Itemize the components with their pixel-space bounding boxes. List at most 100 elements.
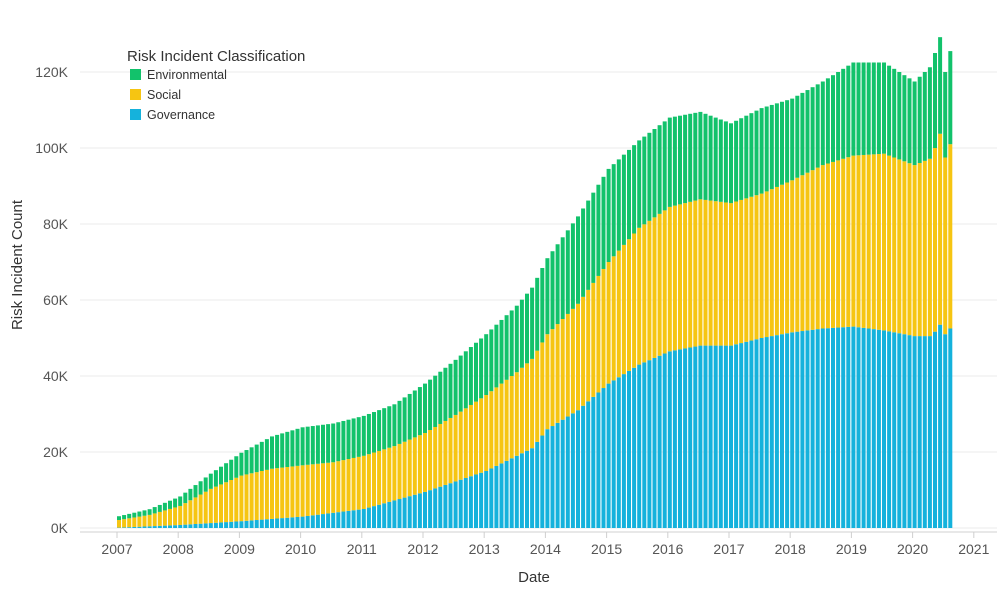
x-tick-label: 2008: [163, 541, 194, 557]
bar-environmental: [234, 456, 239, 478]
bar-environmental: [708, 115, 713, 201]
bar-stack: [407, 393, 412, 528]
bar-governance: [672, 350, 677, 528]
bar-governance: [790, 332, 795, 528]
bar-governance: [795, 331, 800, 528]
bar-governance: [147, 526, 152, 528]
bar-social: [586, 289, 591, 402]
bar-governance: [525, 450, 529, 528]
bar-social: [270, 468, 274, 519]
bar-governance: [749, 340, 754, 528]
y-tick-label: 100K: [35, 140, 68, 156]
bar-social: [244, 474, 249, 521]
bar-social: [412, 437, 417, 495]
bar-environmental: [907, 78, 912, 164]
bar-social: [142, 515, 147, 527]
bar-stack: [137, 511, 142, 528]
bar-stack: [514, 305, 519, 528]
bar-stack: [423, 383, 427, 528]
bar-stack: [285, 431, 290, 528]
bar-stack: [254, 444, 259, 528]
bar-governance: [820, 328, 825, 528]
bar-social: [489, 391, 494, 469]
bar-social: [759, 193, 764, 338]
bar-stack: [938, 37, 943, 528]
bar-environmental: [749, 113, 754, 197]
bar-social: [132, 517, 137, 527]
bar-social: [259, 471, 264, 520]
bar-stack: [305, 426, 310, 528]
bar-social: [861, 154, 866, 328]
bar-environmental: [627, 149, 631, 240]
bar-stack: [759, 108, 764, 528]
bar-stack: [188, 488, 193, 528]
x-tick-label: 2017: [713, 541, 744, 557]
bar-environmental: [438, 371, 443, 424]
legend-swatch-social: [130, 89, 141, 100]
bar-stack: [479, 338, 484, 528]
bar-governance: [606, 383, 611, 528]
bar-social: [938, 133, 943, 325]
bar-social: [509, 376, 514, 459]
bar-social: [780, 184, 784, 335]
bar-stack: [336, 422, 341, 528]
bar-social: [647, 220, 652, 361]
bar-social: [229, 479, 234, 522]
bar-stack: [499, 319, 504, 528]
bar-environmental: [514, 305, 519, 373]
bar-environmental: [178, 496, 183, 506]
bar-environmental: [672, 116, 677, 206]
bar-governance: [229, 521, 234, 528]
bar-governance: [178, 524, 183, 528]
bar-stack: [698, 111, 703, 528]
bar-stack: [841, 68, 846, 528]
bar-governance: [402, 497, 407, 528]
bar-stack: [412, 390, 417, 528]
bar-environmental: [219, 466, 223, 485]
bar-environmental: [601, 176, 606, 269]
bar-stack: [244, 450, 249, 528]
bar-stack: [734, 120, 739, 528]
bar-stack: [540, 268, 545, 528]
bar-environmental: [882, 62, 886, 154]
bar-governance: [683, 348, 688, 528]
bar-environmental: [723, 121, 728, 203]
bar-social: [326, 462, 331, 514]
bar-stack: [851, 62, 856, 528]
bar-social: [188, 500, 193, 525]
bar-governance: [841, 327, 846, 528]
bar-stack: [275, 434, 280, 528]
bar-environmental: [550, 251, 555, 330]
bar-social: [907, 163, 912, 336]
bar-environmental: [917, 76, 922, 163]
bar-social: [423, 433, 427, 492]
bar-environmental: [871, 62, 876, 155]
legend-label-environmental: Environmental: [147, 68, 227, 82]
bar-social: [846, 157, 851, 327]
bar-governance: [397, 499, 402, 528]
bar-environmental: [392, 404, 397, 447]
bar-governance: [785, 333, 790, 528]
bar-governance: [836, 327, 841, 528]
bar-social: [346, 459, 351, 511]
bar-stack: [754, 110, 759, 528]
bar-governance: [657, 355, 662, 528]
bar-environmental: [764, 106, 769, 192]
bar-stack: [351, 418, 356, 528]
bar-social: [616, 250, 621, 378]
bar-social: [560, 319, 565, 420]
bar-environmental: [642, 136, 647, 225]
bar-stack: [183, 492, 188, 528]
bar-social: [494, 387, 499, 466]
bar-stack: [132, 512, 137, 528]
bar-environmental: [693, 112, 698, 201]
bar-governance: [581, 405, 586, 528]
bar-environmental: [484, 334, 489, 395]
bar-social: [943, 157, 948, 335]
bar-governance: [208, 523, 213, 528]
bar-social: [137, 516, 142, 527]
bar-social: [729, 203, 733, 346]
bar-stack: [295, 428, 300, 528]
bar-governance: [739, 343, 744, 528]
bar-social: [519, 367, 524, 454]
